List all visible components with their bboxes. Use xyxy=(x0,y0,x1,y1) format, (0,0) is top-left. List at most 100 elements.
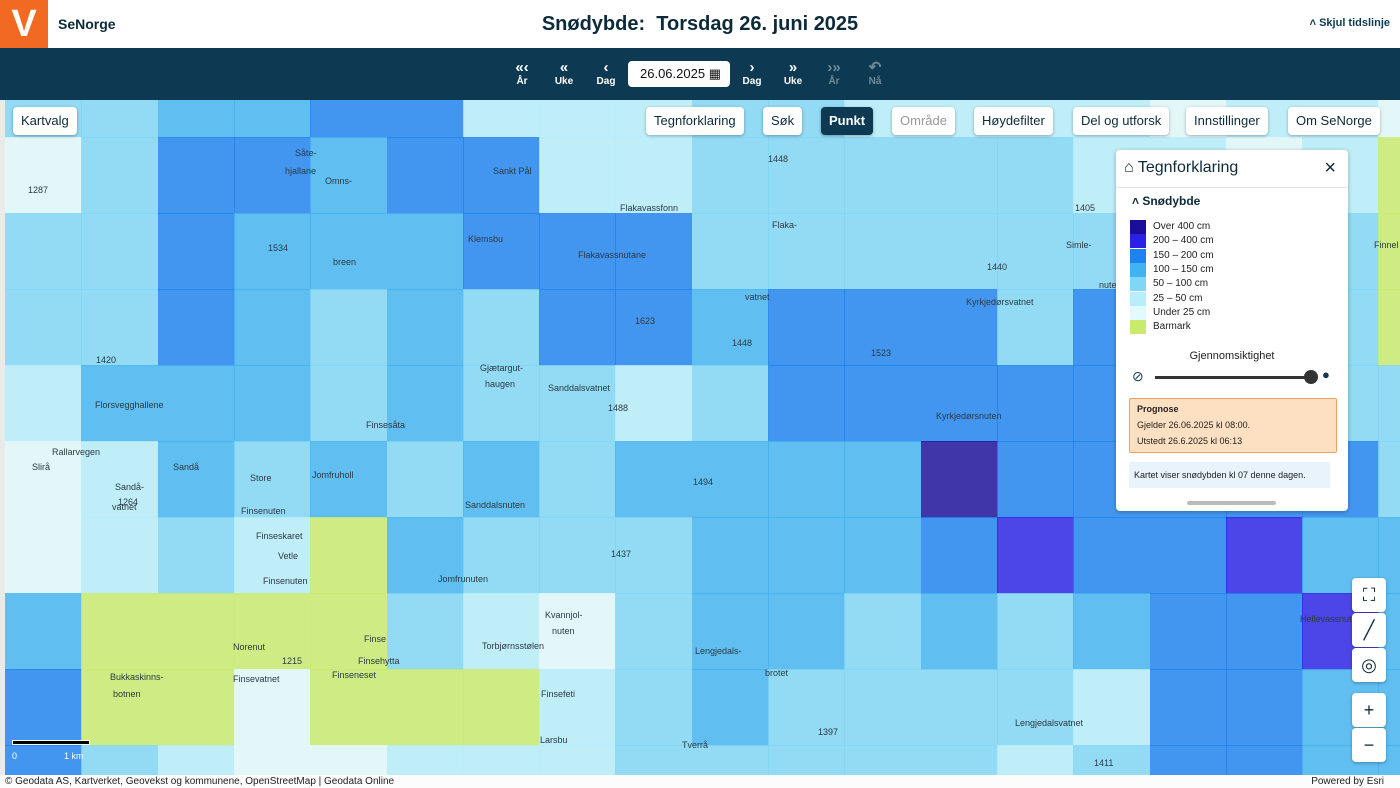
snow-cell xyxy=(233,213,311,290)
slider-thumb[interactable] xyxy=(1304,370,1318,384)
map-label: Jomfruholl xyxy=(312,470,354,480)
toolbar-button[interactable]: Tegnforklaring xyxy=(646,107,744,135)
legend-section[interactable]: Snødybde xyxy=(1142,194,1201,208)
legend-item: 50 – 100 cm xyxy=(1130,277,1215,292)
map[interactable]: Såte-hjallane Omns-breen Sankt Pål Flakavas… xyxy=(0,100,1400,775)
timeline-button[interactable]: › Dag xyxy=(732,60,772,88)
toolbar-button[interactable]: Punkt xyxy=(821,107,874,135)
map-label: Finsenuten xyxy=(241,506,286,516)
snow-cell xyxy=(844,593,922,670)
snow-cell xyxy=(768,593,845,670)
map-label: Finse xyxy=(364,634,387,644)
snow-cell xyxy=(462,137,540,214)
legend-label: 25 – 50 cm xyxy=(1153,292,1203,304)
locate-button[interactable]: ◎ xyxy=(1352,648,1386,682)
map-label: Lengjedals- xyxy=(695,646,742,656)
toolbar-button[interactable]: Høydefilter xyxy=(974,107,1053,135)
timeline-label: Dag xyxy=(596,76,616,87)
snow-cell xyxy=(1225,745,1303,775)
map-label: Finseskaret xyxy=(256,531,303,541)
snow-cell xyxy=(5,593,82,670)
snow-cell xyxy=(615,365,693,442)
snow-cell xyxy=(920,593,998,670)
snow-cell xyxy=(310,745,388,775)
snow-cell xyxy=(5,365,82,442)
map-label: 1420 xyxy=(96,355,117,365)
snow-cell xyxy=(844,441,922,518)
toolbar-button[interactable]: Område xyxy=(892,107,955,135)
legend-label: Over 400 cm xyxy=(1153,221,1211,232)
timeline-button[interactable]: ›» År xyxy=(814,59,854,88)
snow-cell xyxy=(768,289,845,366)
toolbar-button[interactable]: Del og utforsk xyxy=(1073,107,1170,135)
map-label: 1448 xyxy=(768,154,789,164)
snow-cell xyxy=(615,441,693,518)
hide-timeline[interactable]: ˄ Skjul tidslinje xyxy=(1309,17,1390,29)
snow-cell xyxy=(539,289,617,366)
snow-cell xyxy=(386,441,464,518)
toolbar-button[interactable]: Innstillinger xyxy=(1186,107,1268,135)
snow-cell xyxy=(539,441,617,518)
snow-cell xyxy=(233,517,311,594)
snow-cell xyxy=(386,669,464,746)
map-label: 1494 xyxy=(693,477,714,487)
map-label: Jomfrunuten xyxy=(438,574,489,584)
toolbar-button[interactable]: Om SeNorge xyxy=(1288,107,1380,135)
fullscreen-button[interactable]: ⛶ xyxy=(1352,578,1386,612)
legend-item: 100 – 150 cm xyxy=(1130,262,1221,277)
legend-label: 100 – 150 cm xyxy=(1153,263,1214,275)
snow-cell xyxy=(386,213,464,290)
snow-cell xyxy=(81,100,159,138)
date-input[interactable]: 26.06.2025 ▦ xyxy=(628,61,730,87)
map-options-button[interactable]: Kartvalg xyxy=(13,107,77,135)
timeline-button[interactable]: » Uke xyxy=(773,60,813,88)
timeline-button[interactable]: ↶ Nå xyxy=(855,60,895,88)
logo[interactable]: V xyxy=(0,0,48,48)
snow-cell xyxy=(81,213,159,290)
snow-cell xyxy=(539,745,617,775)
legend-label: 150 – 200 cm xyxy=(1153,249,1214,261)
timeline-button[interactable]: ‹ Dag xyxy=(586,60,626,88)
snow-cell xyxy=(539,669,617,746)
zoom-out[interactable]: − xyxy=(1352,728,1386,762)
snow-cell xyxy=(310,669,388,746)
map-label: 1523 xyxy=(871,348,892,358)
snow-cell xyxy=(233,593,311,670)
measure-button[interactable]: ╱ xyxy=(1352,613,1386,647)
snow-cell xyxy=(1149,745,1227,775)
snow-cell xyxy=(386,100,464,138)
timeline-button[interactable]: «Uke xyxy=(544,59,584,88)
timeline-button[interactable]: «‹ År xyxy=(502,59,542,88)
timeline-icon: «‹ xyxy=(515,59,529,76)
snow-cell xyxy=(233,100,311,138)
snow-cell xyxy=(691,669,769,746)
snow-cell xyxy=(920,365,998,442)
snow-cell xyxy=(1378,289,1400,366)
map-label: 1623 xyxy=(635,316,656,326)
snow-cell xyxy=(5,745,82,775)
snow-cell xyxy=(768,441,845,518)
map-label: vatnet xyxy=(112,502,137,512)
close-button[interactable]: × xyxy=(1324,157,1336,179)
map-label: 1488 xyxy=(608,403,629,413)
snow-cell xyxy=(157,213,235,290)
snow-cell xyxy=(615,669,693,746)
toolbar-button[interactable]: Søk xyxy=(763,107,803,135)
map-label: Flakavassfonn xyxy=(620,203,679,213)
map-label: 1397 xyxy=(818,727,839,737)
zoom-in[interactable]: + xyxy=(1352,693,1386,727)
opacity-slider[interactable] xyxy=(1155,376,1313,379)
timeline-icon: « xyxy=(559,59,569,76)
map-label: Hellevassnuten xyxy=(1300,614,1362,624)
snow-cell xyxy=(539,100,617,138)
snow-cell xyxy=(996,213,1074,290)
map-label: nuten xyxy=(552,626,575,636)
snow-cell xyxy=(615,745,693,775)
snow-cell xyxy=(1073,593,1151,670)
timeline-icon: ›» xyxy=(827,59,841,76)
map-label: Sandå xyxy=(173,462,200,472)
snow-cell xyxy=(996,517,1074,594)
map-label: Norenut xyxy=(233,642,266,652)
map-label: Tverrå xyxy=(682,740,709,750)
